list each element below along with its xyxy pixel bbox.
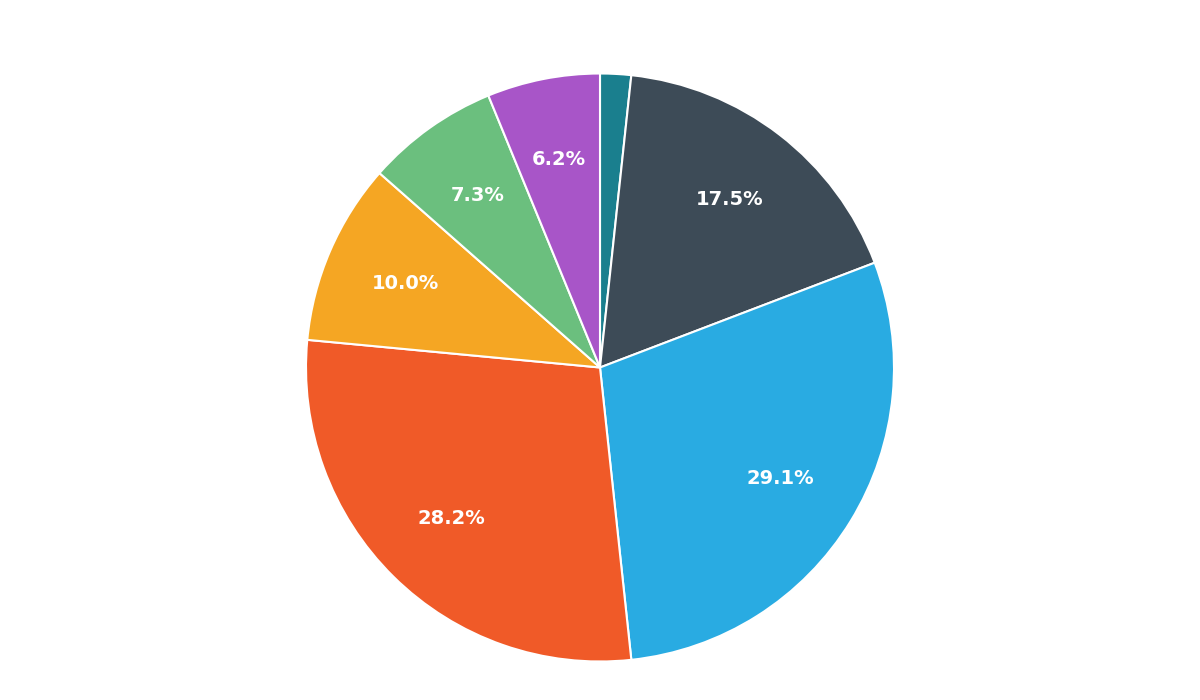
- Text: 28.2%: 28.2%: [418, 509, 485, 528]
- Text: 10.0%: 10.0%: [372, 274, 439, 293]
- Wedge shape: [488, 74, 600, 368]
- Text: 6.2%: 6.2%: [532, 150, 586, 169]
- Text: 17.5%: 17.5%: [696, 190, 763, 209]
- Wedge shape: [600, 74, 631, 368]
- Wedge shape: [306, 340, 631, 662]
- Wedge shape: [379, 95, 600, 368]
- Text: 7.3%: 7.3%: [450, 186, 504, 204]
- Text: 29.1%: 29.1%: [746, 468, 815, 488]
- Wedge shape: [600, 262, 894, 660]
- Wedge shape: [600, 75, 875, 368]
- Wedge shape: [307, 173, 600, 368]
